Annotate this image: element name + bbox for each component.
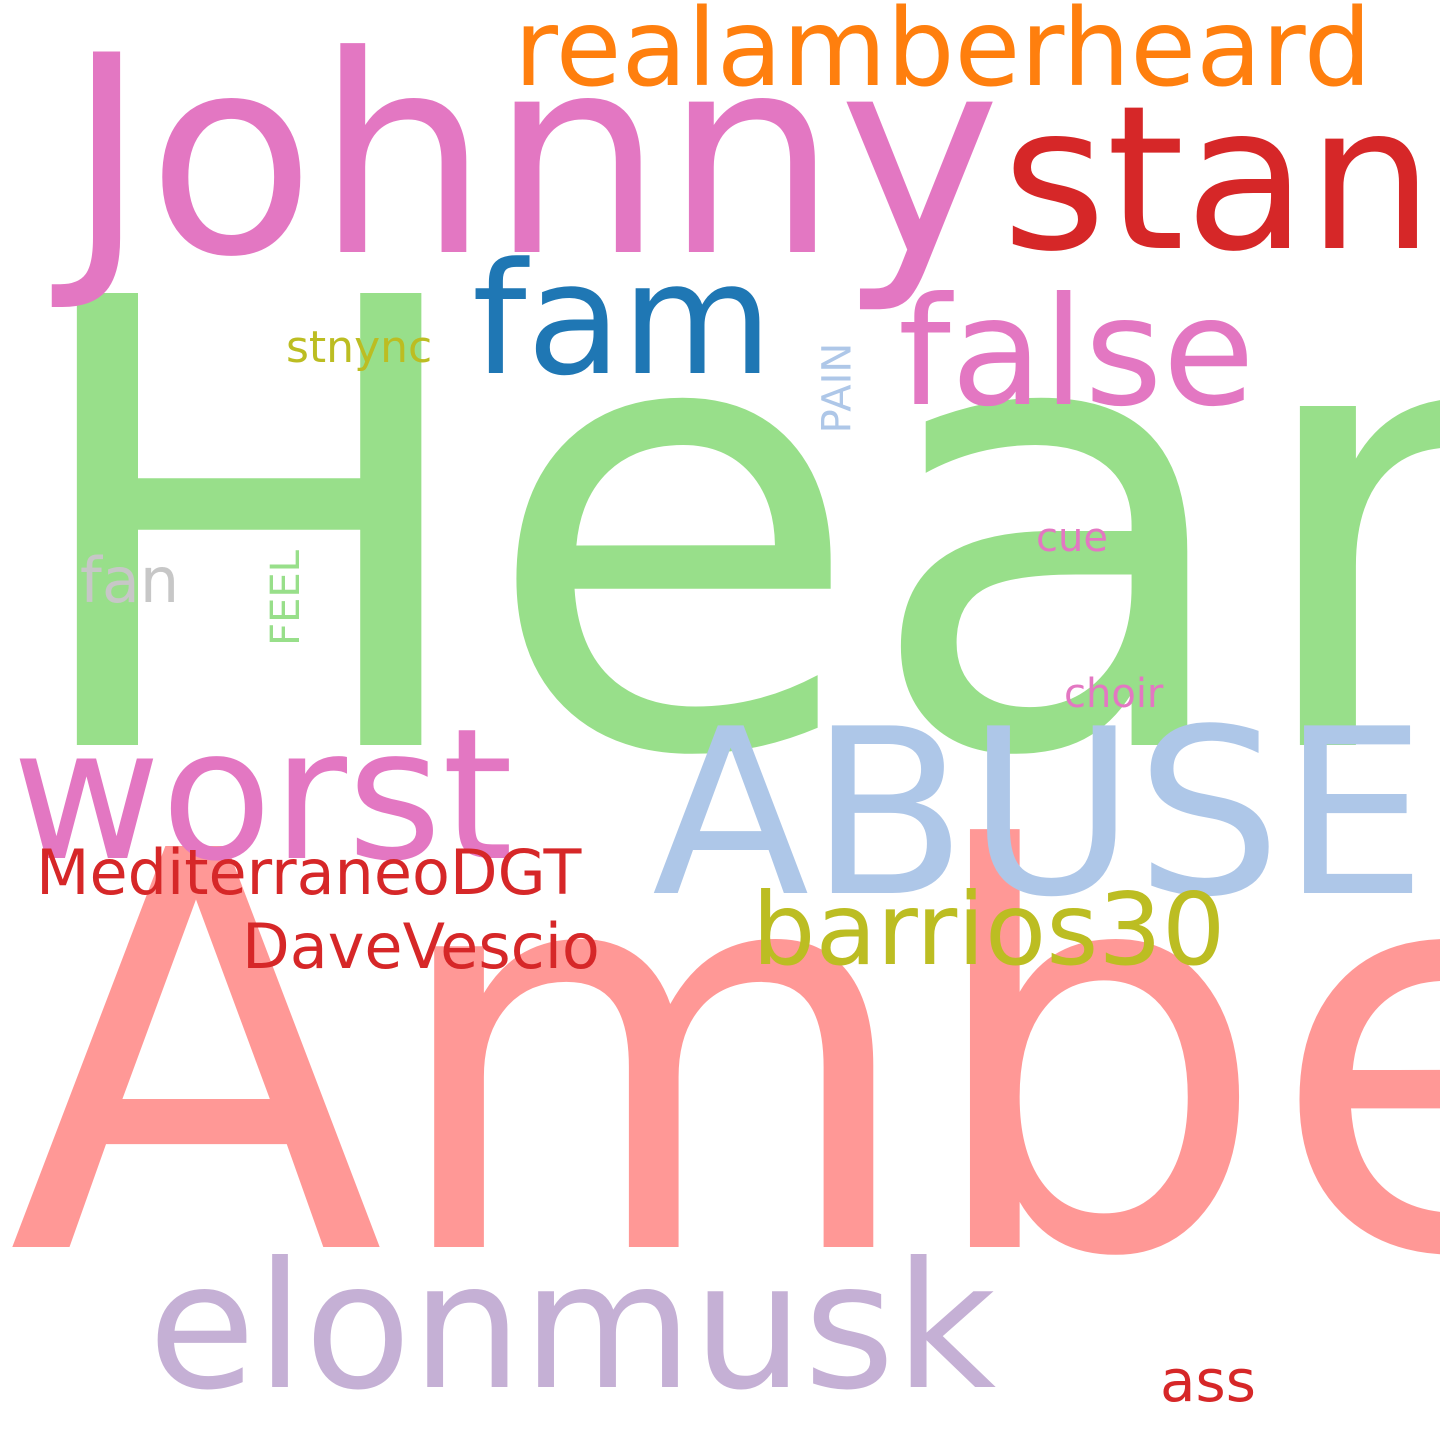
- word-fan: fan: [80, 544, 180, 617]
- word-choir: choir: [1064, 671, 1164, 717]
- word-stnync: stnync: [286, 322, 433, 373]
- word-realamberheard: realamberheard: [514, 0, 1372, 111]
- word-amber: Amber: [8, 736, 1440, 1377]
- word-davevescio: DaveVescio: [242, 910, 600, 983]
- word-cue: cue: [1036, 515, 1108, 561]
- word-stan: stan: [1002, 63, 1434, 296]
- word-feel: FEEL: [262, 550, 309, 646]
- word-heard: Heard: [16, 171, 1440, 892]
- word-fam: fam: [472, 229, 773, 410]
- word-barrios30: barrios30: [752, 871, 1226, 988]
- word-ass: ass: [1160, 1347, 1256, 1415]
- word-mediterraneodgt: MediterraneoDGT: [36, 836, 582, 909]
- word-false: false: [898, 266, 1255, 440]
- word-abuser: ABUSER: [652, 681, 1440, 948]
- word-elonmusk: elonmusk: [148, 1226, 997, 1429]
- word-johnny: Johnny: [66, 0, 1001, 317]
- word-worst: worst: [12, 689, 514, 901]
- word-pain: PAIN: [814, 342, 861, 434]
